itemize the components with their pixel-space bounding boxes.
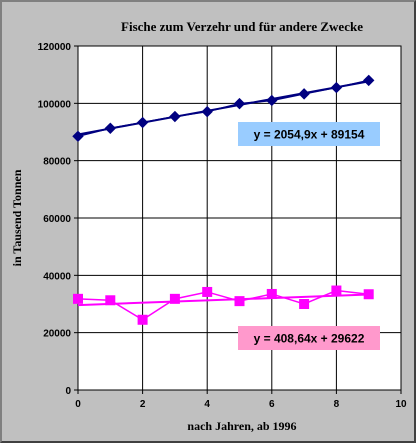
series-line [77, 289, 369, 321]
data-point [137, 314, 148, 325]
y-tick-label: 120000 [38, 42, 72, 53]
trendline-equations: y = 2054,9x + 89154 y = 408,64x + 29622 [238, 122, 380, 350]
data-point [299, 299, 310, 309]
data-point [362, 74, 375, 87]
equation-box [238, 122, 380, 146]
data-point [201, 105, 213, 118]
data-point [363, 289, 374, 300]
x-tick-label: 6 [269, 399, 275, 410]
series-line [77, 79, 369, 138]
data-point [331, 285, 342, 296]
y-tick-label: 0 [65, 386, 71, 397]
data-point [73, 293, 83, 304]
data-point [266, 288, 277, 299]
data-point [169, 293, 180, 304]
y-tick-label: 100000 [38, 99, 72, 110]
y-tick-label: 60000 [43, 214, 71, 225]
x-tick-label: 8 [334, 399, 340, 410]
data-point [105, 295, 116, 306]
chart-title: Fische zum Verzehr und für andere Zwecke [121, 19, 363, 34]
x-tick-label: 4 [204, 399, 210, 410]
series-2 [73, 285, 374, 325]
data-point [233, 97, 246, 110]
data-point [298, 88, 310, 100]
x-axis-title: nach Jahren, ab 1996 [187, 419, 296, 433]
trendline-equation: y = 2054,9x + 89154 [254, 128, 365, 142]
data-point [330, 81, 343, 94]
x-axis-ticks: 0 2 4 6 8 10 [75, 399, 407, 410]
series-1 [72, 74, 375, 143]
data-point [72, 130, 84, 143]
x-tick-label: 10 [395, 399, 407, 410]
data-point [202, 286, 213, 297]
equation-box [238, 326, 380, 350]
y-axis-ticks: 0 20000 40000 60000 80000 100000 120000 [38, 42, 72, 397]
data-point [234, 296, 245, 307]
data-point [104, 122, 117, 134]
y-axis-title: in Tausend Tonnen [10, 169, 24, 266]
x-tick-label: 0 [75, 399, 81, 410]
y-tick-label: 20000 [43, 329, 71, 340]
trendline [77, 293, 369, 307]
x-tick-label: 2 [140, 399, 146, 410]
y-tick-label: 80000 [43, 157, 71, 168]
y-tick-label: 40000 [43, 271, 71, 282]
trendline-equation: y = 408,64x + 29622 [254, 332, 365, 346]
data-point [169, 110, 181, 123]
data-series [72, 74, 375, 325]
data-point [266, 94, 278, 107]
data-point [136, 116, 149, 129]
